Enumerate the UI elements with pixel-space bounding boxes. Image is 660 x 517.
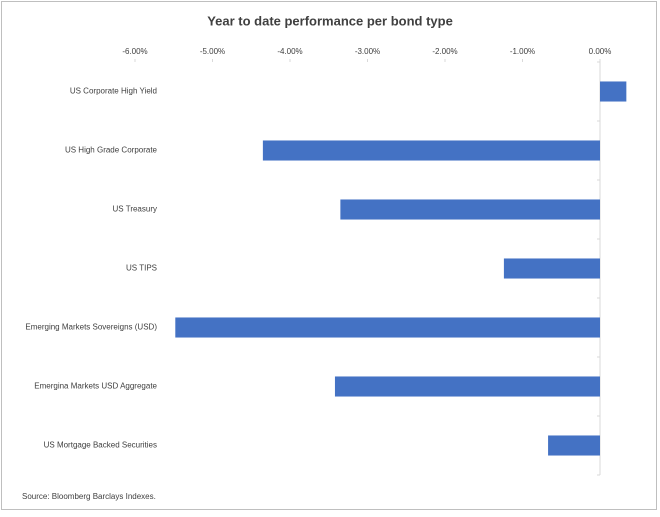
- y-tick-label: US High Grade Corporate: [65, 146, 158, 155]
- x-tick-label: -1.00%: [510, 47, 535, 56]
- y-tick-label: US Treasury: [113, 205, 157, 214]
- chart-frame: [1, 1, 657, 510]
- bar: [175, 317, 601, 338]
- y-tick-label: US Mortgage Backed Securities: [44, 441, 157, 450]
- bar: [262, 140, 600, 161]
- bar: [503, 258, 600, 279]
- bar: [334, 376, 600, 397]
- chart-title: Year to date performance per bond type: [207, 13, 453, 28]
- x-tick-label: -6.00%: [122, 47, 147, 56]
- bar: [548, 435, 600, 456]
- y-tick-label: US TIPS: [126, 264, 157, 273]
- bar: [340, 199, 600, 220]
- x-tick-label: -5.00%: [200, 47, 225, 56]
- source-note: Source: Bloomberg Barclays Indexes.: [22, 492, 156, 501]
- x-tick-label: -2.00%: [432, 47, 457, 56]
- y-tick-label: Emergina Markets USD Aggregate: [34, 382, 157, 391]
- x-tick-label: 0.00%: [589, 47, 612, 56]
- y-tick-label: Emerging Markets Sovereigns (USD): [25, 323, 157, 332]
- y-tick-label: US Corporate High Yield: [70, 87, 157, 96]
- bar: [600, 81, 627, 102]
- x-tick-label: -3.00%: [355, 47, 380, 56]
- x-tick-label: -4.00%: [277, 47, 302, 56]
